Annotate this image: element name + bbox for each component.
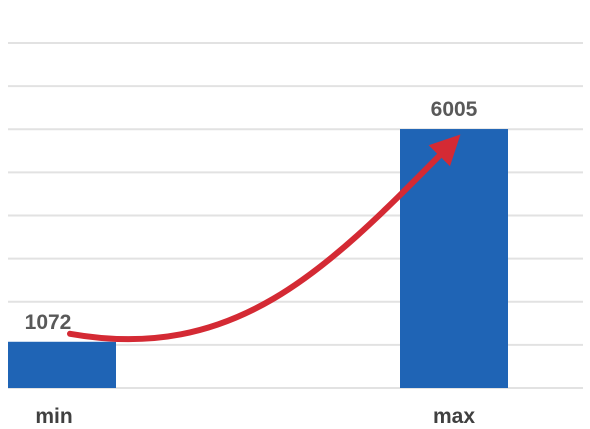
bar-min — [8, 341, 116, 388]
category-label-min: min — [35, 405, 72, 428]
bars — [8, 129, 508, 389]
trend-arrow-layer — [67, 134, 461, 343]
trend-arrow — [67, 134, 461, 343]
category-label-max: max — [433, 405, 475, 428]
data-label-min: 1072 — [25, 311, 72, 334]
data-label-max: 6005 — [431, 98, 478, 121]
bar-max — [400, 129, 508, 389]
labels: 1072 6005 min max — [25, 98, 478, 428]
